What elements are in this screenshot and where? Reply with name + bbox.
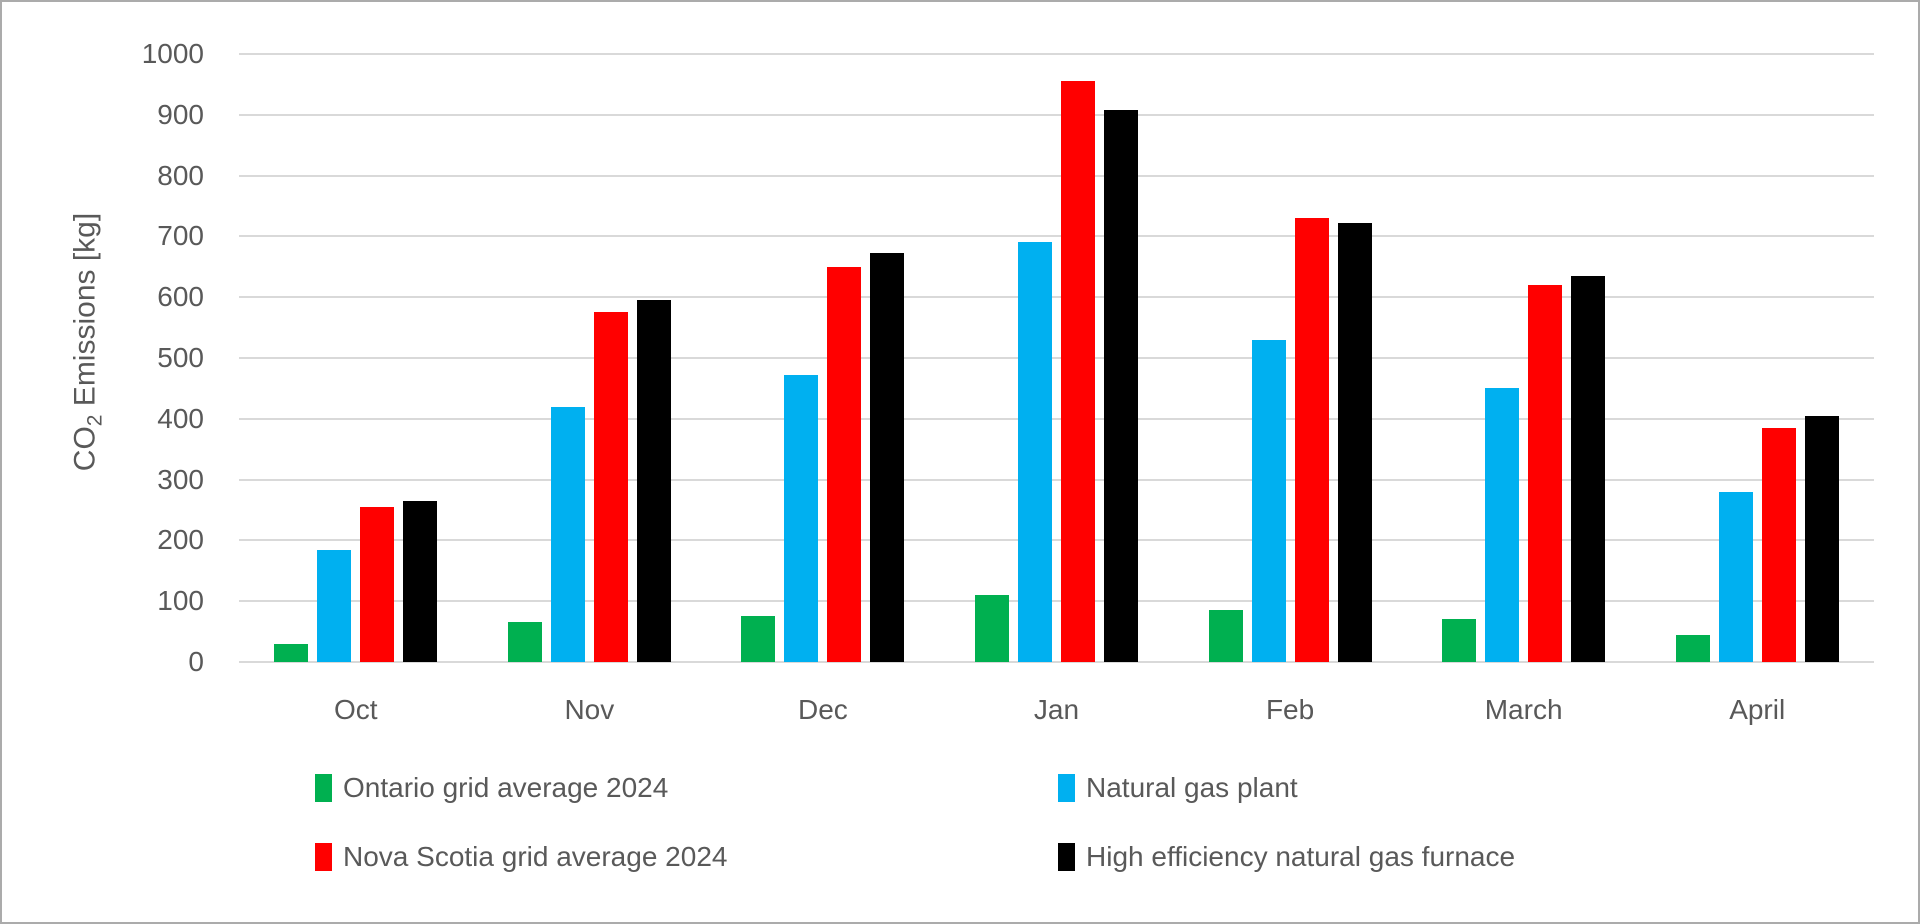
x-axis-label-march: March (1484, 694, 1563, 725)
bar-april-series-1 (1718, 491, 1753, 662)
x-axis-label-nov: Nov (564, 694, 615, 725)
bar-oct-series-0 (274, 643, 309, 662)
bar-nov-series-1 (550, 406, 585, 662)
y-tick-label: 200 (157, 524, 204, 556)
bar-jan-series-0 (975, 595, 1009, 662)
bar-feb-series-3 (1337, 223, 1372, 662)
gridline (239, 600, 1874, 603)
gridline (239, 53, 1874, 55)
legend-swatch-icon (1058, 843, 1075, 871)
gridline (239, 478, 1874, 481)
gridline (239, 235, 1874, 238)
bar-oct-series-3 (403, 500, 438, 662)
legend-item-series-2: Nova Scotia grid average 2024 (315, 841, 728, 872)
legend-item-series-3: High efficiency natural gas furnace (1058, 841, 1516, 872)
legend-label: Nova Scotia grid average 2024 (343, 841, 728, 872)
bar-nov-series-2 (593, 312, 628, 662)
legend-item-series-0: Ontario grid average 2024 (315, 772, 669, 803)
x-axis-label-oct: Oct (334, 694, 378, 725)
bar-march-series-2 (1528, 285, 1563, 662)
gridline (239, 661, 1874, 663)
bar-dec-series-1 (784, 375, 819, 662)
bar-nov-series-0 (507, 622, 542, 662)
bar-nov-series-3 (636, 300, 671, 662)
bar-march-series-0 (1442, 619, 1477, 662)
bar-april-series-2 (1761, 427, 1796, 662)
y-tick-label: 900 (157, 98, 204, 130)
gridline (239, 296, 1874, 299)
bar-feb-series-0 (1208, 610, 1243, 662)
bar-dec-series-3 (870, 253, 905, 662)
legend-label: Natural gas plant (1086, 772, 1298, 803)
legend-label: Ontario grid average 2024 (343, 772, 669, 803)
bar-april-series-3 (1804, 415, 1839, 662)
y-tick-label: 500 (157, 342, 204, 373)
gridline (239, 539, 1874, 542)
gridline (239, 174, 1874, 177)
y-tick-label: 400 (157, 402, 204, 434)
legend-label: High efficiency natural gas furnace (1086, 841, 1516, 872)
legend-item-series-1: Natural gas plant (1058, 772, 1298, 803)
gridline (239, 113, 1874, 116)
y-tick-label: 700 (157, 220, 204, 252)
bar-oct-series-2 (360, 506, 395, 662)
bar-jan-series-2 (1061, 81, 1095, 662)
bar-march-series-1 (1485, 388, 1520, 662)
x-axis-label-jan: Jan (1033, 694, 1080, 725)
bar-dec-series-0 (741, 616, 776, 662)
legend-swatch-icon (315, 774, 332, 802)
bar-oct-series-1 (317, 549, 352, 662)
y-tick-label: 300 (157, 463, 204, 495)
gridline (239, 417, 1874, 420)
y-tick-label: 100 (157, 585, 204, 617)
bar-jan-series-1 (1018, 242, 1052, 662)
x-axis-label-april: April (1729, 694, 1786, 725)
bar-april-series-0 (1675, 634, 1710, 662)
bar-feb-series-2 (1294, 218, 1329, 662)
x-axis-label-feb: Feb (1265, 694, 1315, 725)
legend-swatch-icon (1058, 774, 1075, 802)
x-axis-label-dec: Dec (798, 694, 848, 725)
bar-jan-series-3 (1104, 109, 1138, 662)
legend-swatch-icon (315, 843, 332, 871)
y-tick-label: 0 (188, 646, 204, 677)
plot-area (239, 53, 1874, 663)
bar-dec-series-2 (827, 266, 862, 662)
bar-feb-series-1 (1251, 339, 1286, 662)
y-tick-label: 800 (157, 159, 204, 191)
y-tick-label: 1000 (141, 38, 204, 69)
y-tick-label: 600 (157, 281, 204, 313)
gridline (239, 357, 1874, 359)
bar-march-series-3 (1571, 275, 1606, 662)
